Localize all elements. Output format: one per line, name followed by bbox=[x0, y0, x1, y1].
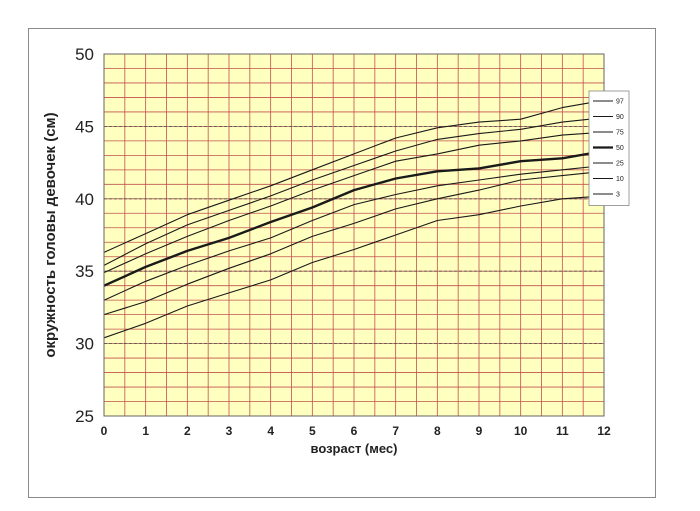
y-tick-label: 30 bbox=[75, 335, 94, 354]
series-line-p90 bbox=[103, 117, 605, 266]
legend-label: 3 bbox=[616, 192, 620, 199]
x-tick-label: 5 bbox=[309, 424, 316, 438]
y-tick-label: 35 bbox=[75, 262, 94, 281]
x-tick-label: 10 bbox=[514, 424, 528, 438]
legend-label: 75 bbox=[616, 130, 624, 137]
x-tick-label: 11 bbox=[556, 424, 569, 438]
x-tick-label: 1 bbox=[142, 424, 149, 438]
x-tick-label: 6 bbox=[351, 424, 358, 438]
legend: 97 90 75 50 25 10 3 bbox=[588, 90, 630, 206]
y-tick-label: 45 bbox=[75, 117, 94, 136]
legend-label: 50 bbox=[616, 145, 624, 152]
grid bbox=[104, 54, 604, 416]
legend-label: 90 bbox=[616, 114, 624, 121]
x-tick-label: 9 bbox=[476, 424, 483, 438]
y-axis-label: окружность головы девочек (см) bbox=[42, 112, 59, 357]
y-tick-label: 40 bbox=[75, 190, 94, 209]
legend-label: 25 bbox=[616, 161, 624, 168]
x-axis-label: возраст (мес) bbox=[311, 441, 398, 456]
legend-label: 10 bbox=[616, 176, 624, 183]
plot-border bbox=[103, 53, 605, 417]
series-line-p50 bbox=[103, 149, 605, 287]
x-tick-label: 2 bbox=[184, 424, 191, 438]
x-tick-label: 12 bbox=[597, 424, 611, 438]
x-tick-label: 7 bbox=[392, 424, 399, 438]
series-line-p3 bbox=[103, 195, 605, 339]
series-lines bbox=[103, 99, 605, 339]
y-tick-label: 50 bbox=[75, 45, 94, 64]
x-tick-label: 8 bbox=[434, 424, 441, 438]
x-tick-label: 4 bbox=[267, 424, 274, 438]
chart-frame: 0 1 2 3 4 5 6 7 8 9 10 11 12 25 30 35 40 45 50 возраст (ме… bbox=[28, 28, 656, 498]
y-tick-label: 25 bbox=[75, 407, 94, 426]
x-tick-label: 0 bbox=[101, 424, 108, 438]
series-line-p10 bbox=[103, 170, 605, 316]
x-tick-label: 3 bbox=[226, 424, 233, 438]
series-line-p25 bbox=[103, 164, 605, 301]
series-line-p97 bbox=[103, 99, 605, 253]
series-line-p75 bbox=[103, 131, 605, 274]
legend-label: 97 bbox=[616, 99, 624, 106]
